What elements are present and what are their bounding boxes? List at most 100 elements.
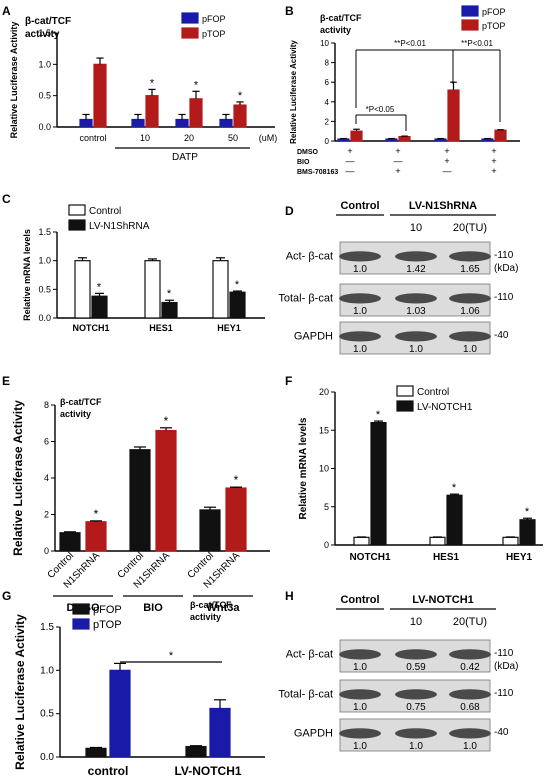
- bar-control: [59, 532, 81, 552]
- blot-band: [395, 728, 437, 739]
- y-tick-label: 1.5: [38, 227, 51, 237]
- y-axis-label: Relative mRNA levels: [22, 229, 32, 321]
- blot-row-label: Total- β-cat: [278, 293, 333, 305]
- bar-pfop: [434, 138, 447, 142]
- mw-unit: (kDa): [494, 263, 518, 274]
- group-label: Wnt3a: [207, 602, 241, 614]
- annotation-line2: activity: [190, 612, 221, 622]
- bar-ptop: [189, 98, 203, 128]
- legend-ptop-label: pTOP: [202, 29, 225, 39]
- bar-n1shrna: [85, 521, 107, 552]
- significance-mark: *: [97, 281, 102, 293]
- blot-row-label: Act- β-cat: [286, 251, 333, 263]
- significance-mark: *: [452, 482, 457, 494]
- y-tick-label: 15: [319, 425, 329, 435]
- x-tick-label: HES1: [149, 323, 173, 333]
- blot-band: [449, 251, 491, 262]
- significance-mark: *: [94, 507, 99, 521]
- blot-band: [395, 689, 437, 700]
- x-tick-label: HEY1: [506, 552, 533, 563]
- bar-ptop: [209, 707, 231, 758]
- mw-marker: -110: [494, 688, 514, 699]
- bar-n1shrna: [225, 487, 247, 552]
- x-tick-label: 10: [140, 133, 150, 143]
- band-quant: 1.42: [406, 264, 426, 275]
- y-axis-label: Relative Luciferase Activity: [289, 40, 298, 144]
- x-tick-label: 20: [184, 133, 194, 143]
- y-tick-label: 1.5: [40, 622, 54, 633]
- mw-marker: -110: [494, 292, 514, 303]
- significance-mark: *: [376, 409, 381, 421]
- bar-ptop: [145, 95, 159, 128]
- bar-control: [429, 536, 446, 546]
- panel-letter: F: [285, 374, 292, 388]
- blot-row-label: Total- β-cat: [278, 689, 333, 701]
- condition-sign: —: [346, 156, 355, 166]
- y-tick-label: 0.0: [38, 313, 51, 323]
- blot-band: [449, 689, 491, 700]
- annotation-line1: β-cat/TCF: [320, 13, 362, 23]
- annotation-line1: β-cat/TCF: [60, 397, 102, 407]
- group-label: DATP: [172, 152, 198, 163]
- band-quant: 1.0: [463, 741, 477, 752]
- bar-ptop: [494, 129, 507, 142]
- mw-marker: -110: [494, 250, 514, 261]
- y-tick-label: 1.5: [38, 28, 51, 38]
- bracket-label: **P<0.01: [461, 39, 493, 48]
- bar-lv: [229, 291, 246, 319]
- x-tick-label: NOTCH1: [72, 323, 109, 333]
- condition-sign: +: [491, 166, 496, 176]
- bar-n1shrna: [155, 429, 177, 552]
- panel-letter: B: [285, 4, 294, 18]
- significance-mark: *: [164, 414, 169, 428]
- bar-pfop: [385, 138, 398, 142]
- legend-ptop-label: pTOP: [482, 21, 505, 31]
- band-quant: 1.0: [463, 344, 477, 355]
- y-tick-label: 1.0: [38, 59, 51, 69]
- lane-label: 20(TU): [453, 222, 487, 234]
- condition-label: BMS-708163: [297, 169, 338, 176]
- condition-sign: +: [491, 156, 496, 166]
- condition-sign: +: [395, 166, 400, 176]
- bar-control: [212, 260, 229, 319]
- bar-ptop: [447, 89, 460, 142]
- bar-pfop: [131, 118, 145, 128]
- panel-letter: D: [285, 204, 294, 218]
- blot-band: [449, 728, 491, 739]
- y-tick-label: 4: [325, 98, 330, 107]
- y-tick-label: 0: [44, 546, 49, 556]
- bar-control: [129, 449, 151, 552]
- bar-ptop: [350, 130, 363, 142]
- condition-label: BIO: [297, 159, 310, 166]
- x-tick-label: control: [88, 764, 129, 778]
- y-tick-label: 8: [325, 59, 330, 68]
- panel-letter: G: [2, 589, 11, 603]
- legend-pfop-label: pFOP: [202, 14, 226, 24]
- blot-row-label: GAPDH: [294, 331, 333, 343]
- bar-control: [199, 509, 221, 552]
- annotation-line2: activity: [25, 29, 60, 40]
- bar-pfop: [337, 138, 350, 142]
- mw-unit: (kDa): [494, 661, 518, 672]
- band-quant: 1.0: [353, 741, 367, 752]
- x-tick-label: HES1: [433, 552, 460, 563]
- condition-sign: —: [394, 156, 403, 166]
- significance-mark: *: [234, 473, 239, 487]
- bar-lv: [519, 519, 536, 546]
- band-quant: 1.0: [353, 264, 367, 275]
- significance-mark: *: [194, 79, 199, 91]
- panel-letters: A B C D E F G H: [2, 4, 294, 603]
- panel-letter: E: [2, 374, 10, 388]
- legend-pfop-swatch: [72, 603, 90, 615]
- band-quant: 0.68: [460, 702, 480, 713]
- bar-pfop: [85, 747, 107, 758]
- condition-sign: +: [444, 156, 449, 166]
- y-tick-label: 1.0: [40, 665, 54, 676]
- y-tick-label: 6: [44, 437, 49, 447]
- blot-band: [449, 649, 491, 660]
- legend-lv-label: LV-N1ShRNA: [89, 221, 150, 232]
- legend-pfop-label: pFOP: [482, 7, 506, 17]
- y-tick-label: 2: [44, 510, 49, 520]
- annotation-line2: activity: [60, 409, 91, 419]
- band-quant: 1.0: [409, 344, 423, 355]
